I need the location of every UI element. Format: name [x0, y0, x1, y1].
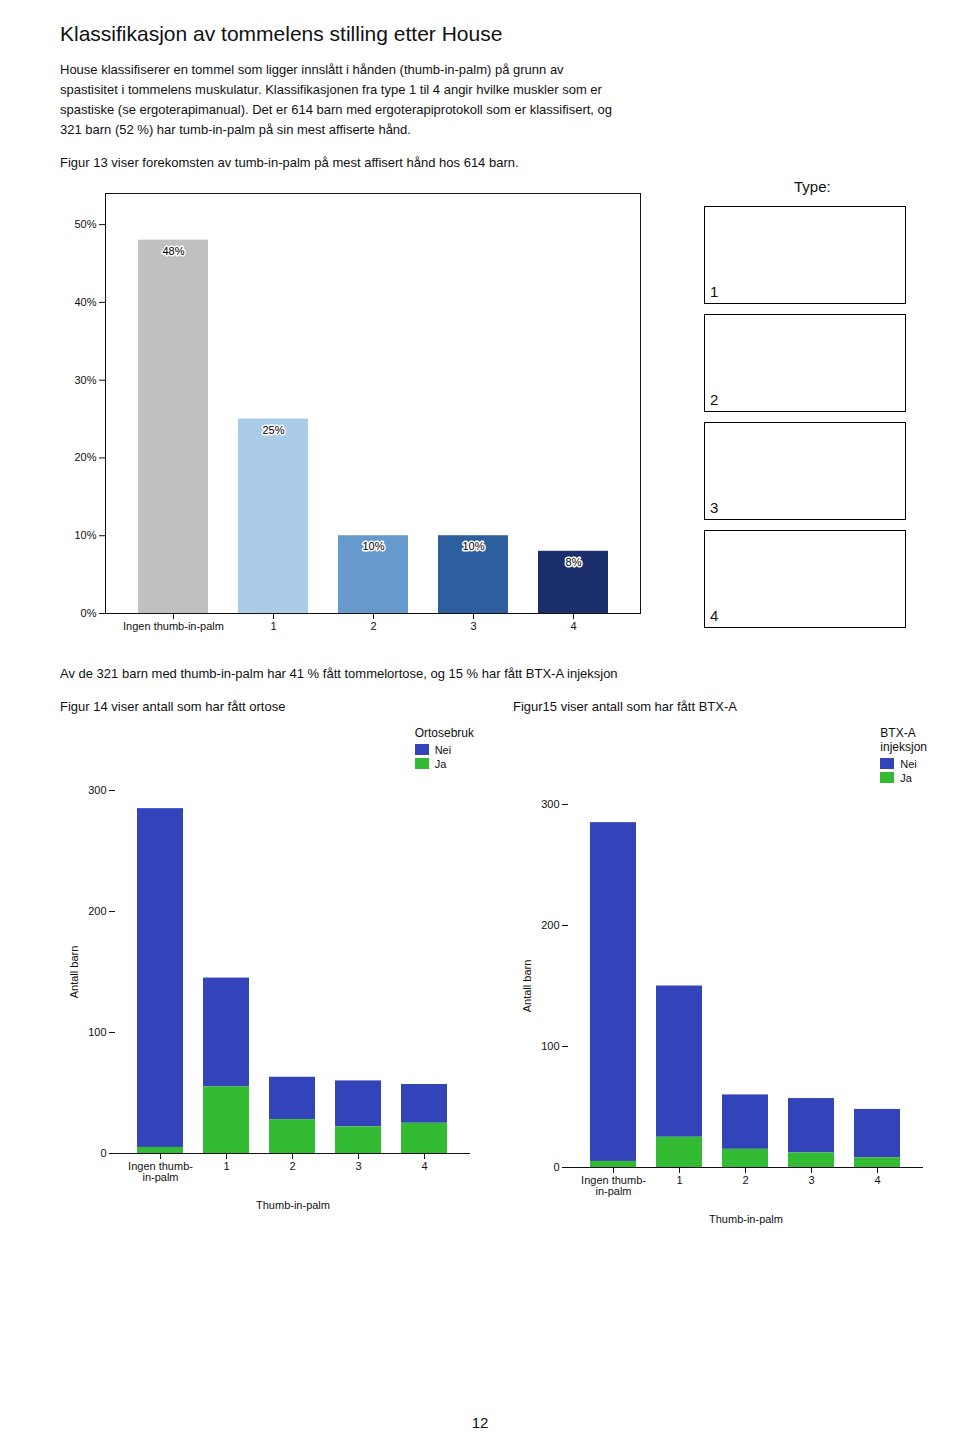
svg-text:10%: 10%: [462, 540, 484, 552]
html-text:4: 4: [710, 606, 719, 624]
html-text:Figur 13 viser forekomsten av: Figur 13 viser forekomsten av tumb-in-pa…: [60, 154, 519, 170]
svg-text:2: 2: [289, 1160, 295, 1172]
svg-text:3: 3: [808, 1174, 814, 1186]
svg-text:100: 100: [541, 1040, 559, 1052]
html-text:Type:: Type:: [794, 177, 831, 195]
svg-text:50%: 50%: [74, 218, 96, 230]
html-text:12: 12: [471, 1414, 489, 1431]
html-text:House klassifiserer en tommel: House klassifiserer en tommel som ligger…: [60, 62, 612, 138]
svg-text:10%: 10%: [74, 529, 96, 541]
html-text:Klassifikasjon av tommelens st: Klassifikasjon av tommelens stilling ett…: [60, 22, 503, 45]
svg-text:0%: 0%: [81, 607, 97, 619]
html-text:Ja: Ja: [434, 757, 447, 770]
svg-text:Ingen thumb-in-palm: Ingen thumb-in-palm: [123, 620, 224, 632]
svg-text:3: 3: [355, 1160, 361, 1172]
html-text:2: 2: [710, 390, 719, 408]
html-text:1: 1: [710, 282, 719, 300]
svg-text:8%: 8%: [566, 555, 582, 567]
html-text:Ortosebruk: Ortosebruk: [414, 725, 474, 740]
html-text:Ja: Ja: [900, 771, 912, 784]
svg-text:1: 1: [223, 1160, 229, 1172]
svg-text:2: 2: [742, 1174, 748, 1186]
svg-text:Ingen thumb-in-palm: Ingen thumb-in-palm: [128, 1160, 193, 1183]
svg-text:4: 4: [874, 1174, 880, 1186]
svg-text:300: 300: [541, 798, 559, 810]
svg-text:25%: 25%: [262, 423, 284, 435]
html-text:Av de 321 barn med thumb-in-pa: Av de 321 barn med thumb-in-palm har 41 …: [60, 665, 618, 681]
svg-text:20%: 20%: [74, 451, 96, 463]
svg-text:40%: 40%: [74, 295, 96, 307]
svg-text:48%: 48%: [162, 244, 184, 256]
svg-text:0: 0: [553, 1161, 559, 1173]
svg-text:Thumb-in-palm: Thumb-in-palm: [709, 1212, 783, 1224]
svg-text:Ingen thumb-in-palm: Ingen thumb-in-palm: [581, 1174, 646, 1197]
svg-text:300: 300: [88, 784, 106, 796]
svg-text:1: 1: [676, 1174, 682, 1186]
html-text:Figur15 viser antall som har f: Figur15 viser antall som har fått BTX-A: [513, 698, 737, 714]
svg-text:0: 0: [100, 1147, 106, 1159]
svg-text:200: 200: [541, 919, 559, 931]
svg-text:Antall barn: Antall barn: [521, 959, 533, 1012]
html-text:Figur 14 viser antall som har: Figur 14 viser antall som har fått ortos…: [60, 698, 286, 714]
svg-text:10%: 10%: [362, 540, 384, 552]
svg-text:100: 100: [88, 1026, 106, 1038]
svg-text:Antall barn: Antall barn: [68, 945, 80, 998]
html-text:Nei: Nei: [900, 757, 917, 770]
svg-text:30%: 30%: [74, 373, 96, 385]
svg-text:200: 200: [88, 905, 106, 917]
svg-text:3: 3: [470, 620, 476, 632]
svg-text:1: 1: [270, 620, 276, 632]
html-text:BTX-A injeksjon: BTX-A injeksjon: [880, 725, 927, 754]
svg-text:4: 4: [570, 620, 576, 632]
html-text:Nei: Nei: [434, 743, 452, 756]
svg-text:4: 4: [421, 1160, 427, 1172]
svg-text:2: 2: [370, 620, 376, 632]
html-text:3: 3: [710, 498, 719, 516]
svg-text:Thumb-in-palm: Thumb-in-palm: [256, 1198, 330, 1210]
